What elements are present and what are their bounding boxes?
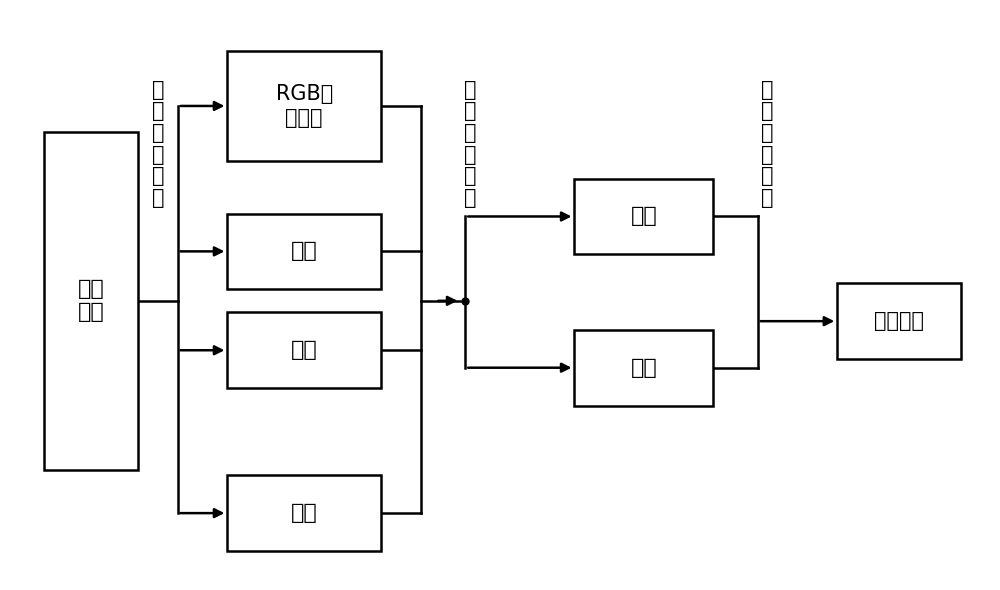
- Text: 边缘: 边缘: [291, 340, 318, 360]
- Text: 亮度: 亮度: [291, 241, 318, 261]
- Text: 有叶片？: 有叶片？: [874, 311, 924, 331]
- Text: 输入
图像: 输入 图像: [78, 279, 104, 322]
- Bar: [574, 179, 713, 254]
- Bar: [227, 313, 381, 388]
- Bar: [837, 283, 961, 359]
- Text: RGB通
道数值: RGB通 道数值: [276, 84, 333, 127]
- Text: 初
步
特
征
提
取: 初 步 特 征 提 取: [464, 80, 477, 208]
- Text: 末
端
特
征
组
合: 末 端 特 征 组 合: [762, 80, 774, 208]
- Bar: [44, 132, 138, 470]
- Bar: [227, 51, 381, 161]
- Bar: [227, 214, 381, 289]
- Bar: [227, 476, 381, 551]
- Text: 面积: 面积: [291, 503, 318, 523]
- Bar: [574, 330, 713, 405]
- Text: 初
步
特
征
提
取: 初 步 特 征 提 取: [152, 80, 164, 208]
- Text: 形状: 形状: [630, 358, 657, 378]
- Text: 颜色: 颜色: [630, 206, 657, 227]
